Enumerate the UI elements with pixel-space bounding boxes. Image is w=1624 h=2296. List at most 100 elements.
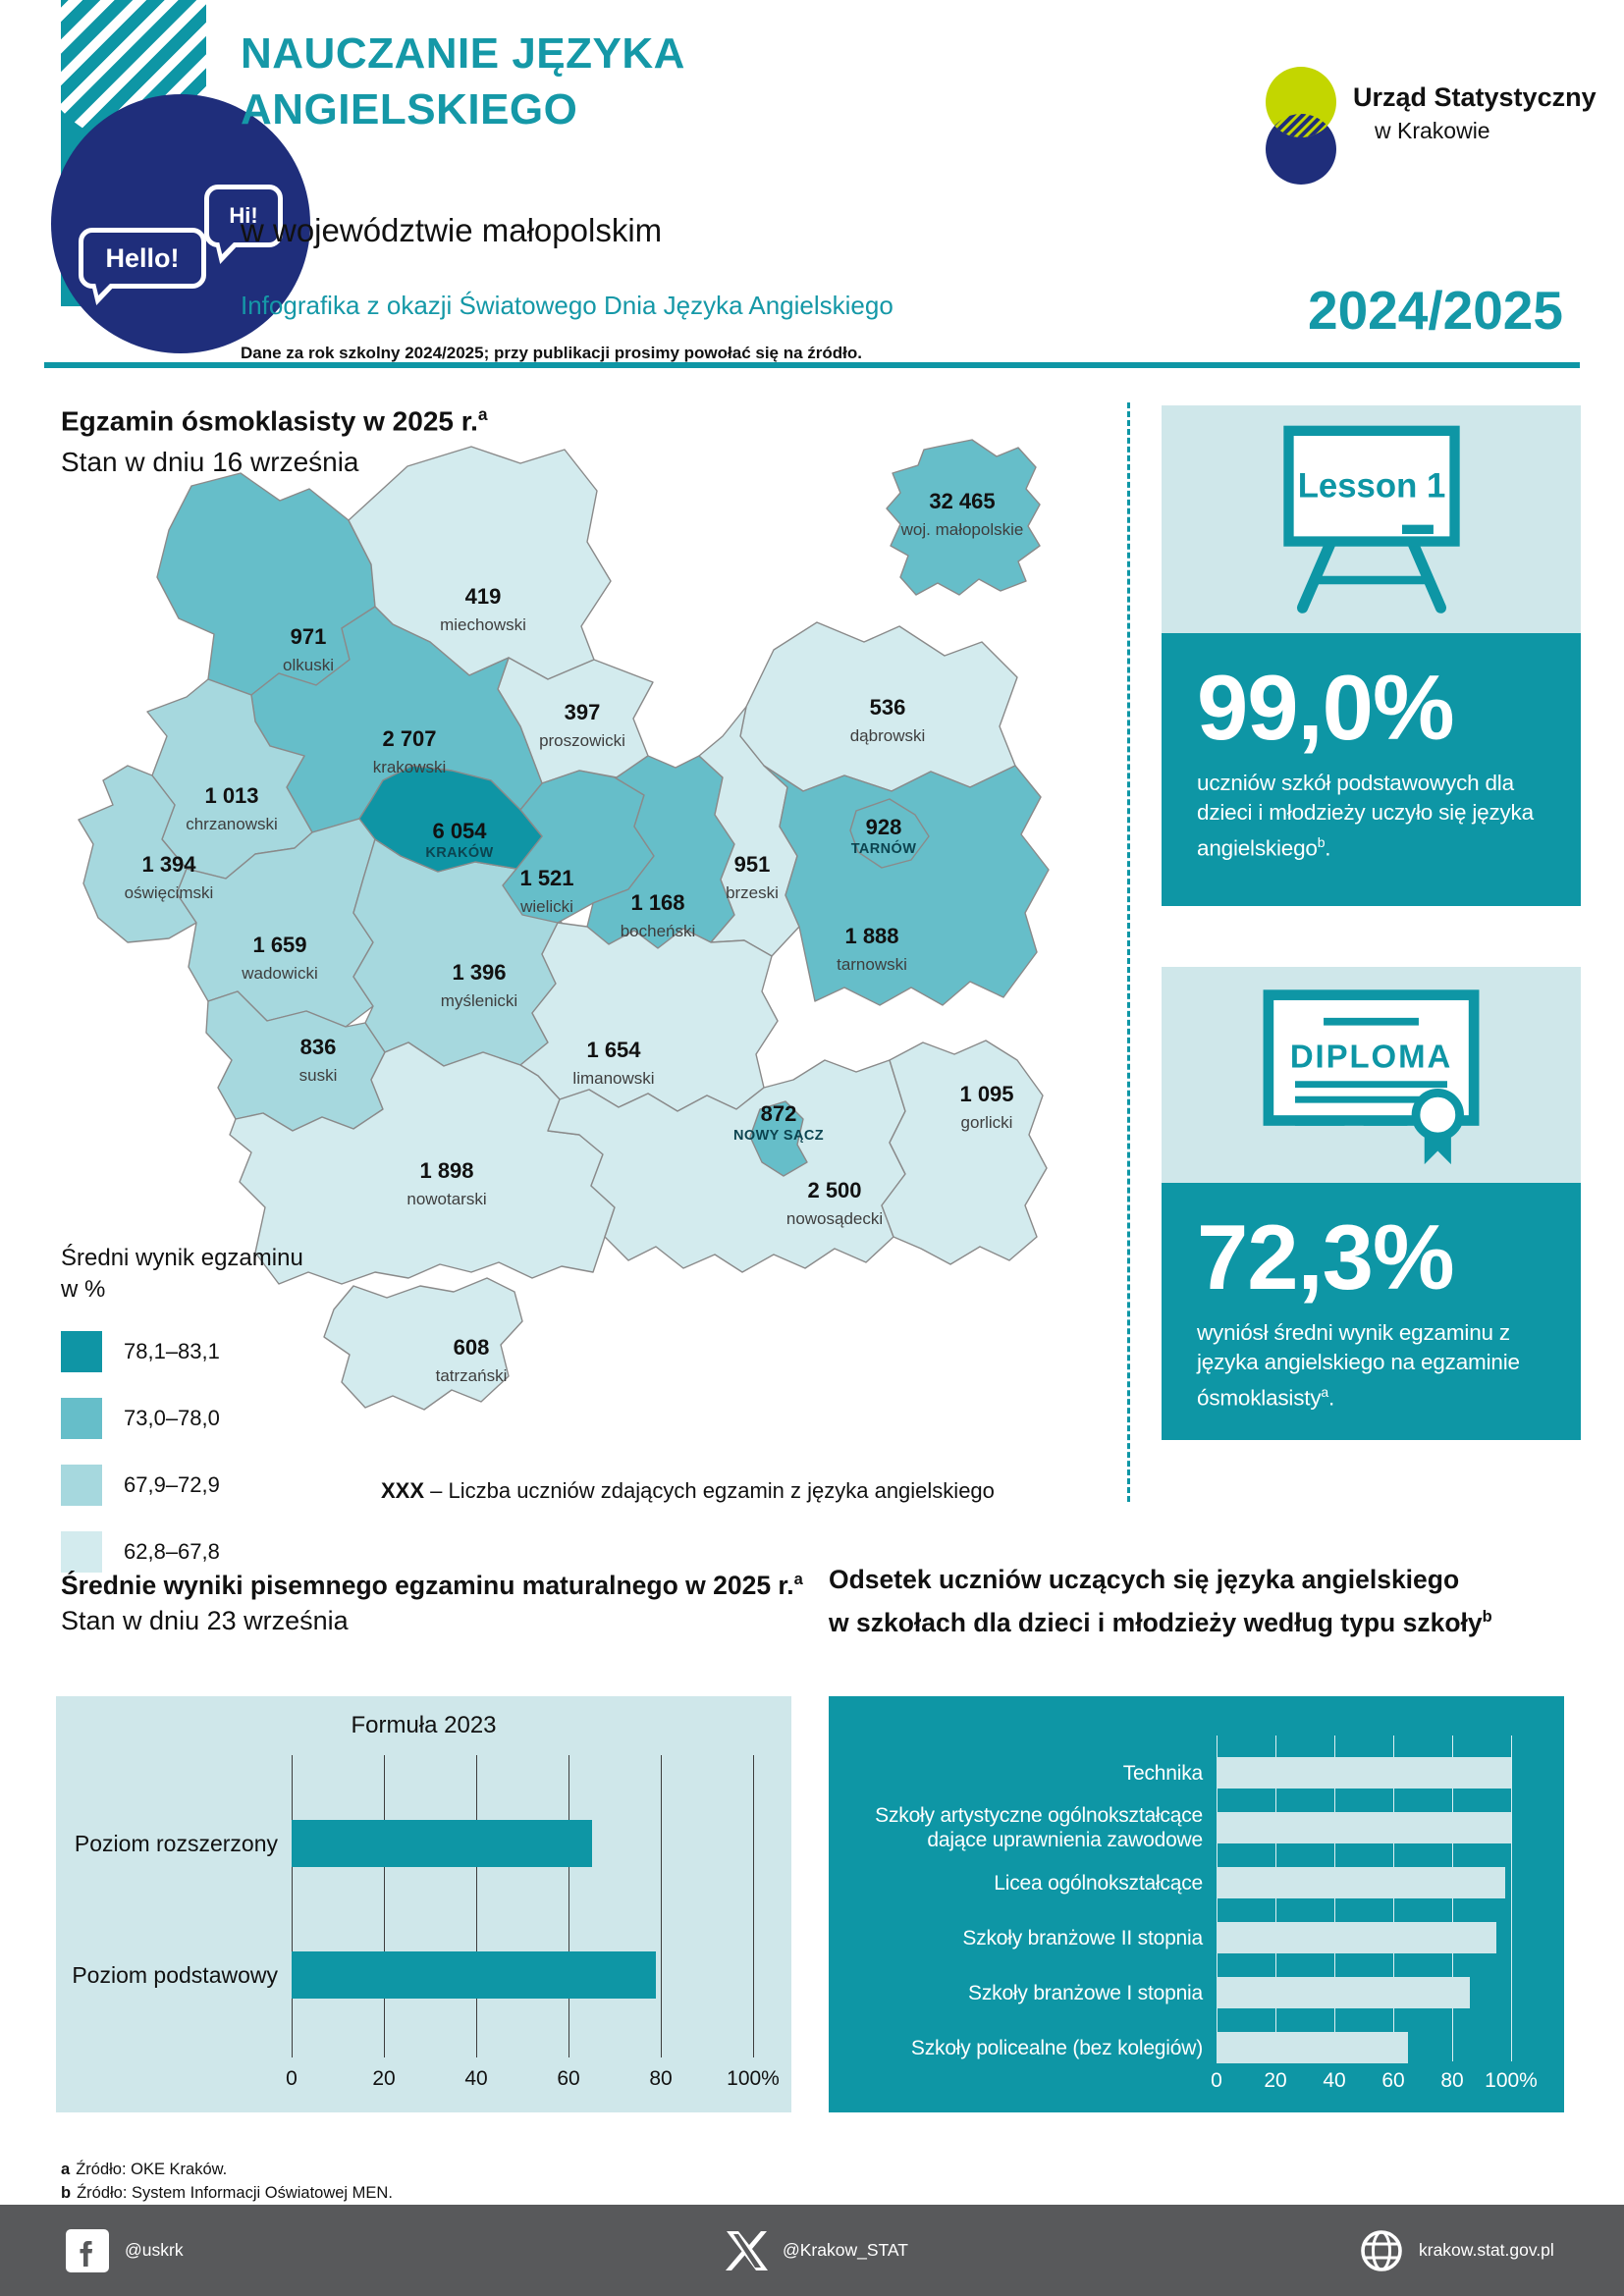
category-label: Technika (1122, 1761, 1203, 1785)
website-url[interactable]: krakow.stat.gov.pl (1419, 2240, 1554, 2260)
axis-tick-label: 60 (557, 2067, 580, 2090)
gridline (384, 1755, 385, 2057)
map-section-subtitle: Stan w dniu 16 września (61, 447, 359, 478)
footer-bar: @uskrk @Krakow_STAT krakow.stat.gov.pl (0, 2205, 1624, 2296)
legend-row: 73,0–78,0 (61, 1398, 355, 1439)
category-label: Szkoły policealne (bez kolegiów) (910, 2036, 1203, 2059)
map-name-tarnowski: tarnowski (837, 955, 907, 974)
map-name-nowosadecki: nowosądecki (786, 1209, 883, 1228)
legend-title-line2: w % (61, 1276, 106, 1303)
bar-1 (292, 1820, 592, 1867)
matura-formula-label: Formuła 2023 (351, 1712, 497, 1738)
bar-3 (1217, 1867, 1505, 1898)
map-name-brzeski: brzeski (726, 883, 779, 902)
map-value-bochenski: 1 168 (630, 890, 684, 915)
axis-tick-label: 100% (727, 2067, 780, 2090)
axis-tick-label: 40 (464, 2067, 488, 2090)
axis-tick-label: 20 (372, 2067, 396, 2090)
map-value-tarnowski: 1 888 (844, 924, 898, 948)
stat-panel-value-area: 99,0% uczniów szkół podstawowych dla dzi… (1162, 633, 1581, 906)
school-types-bar-chart: 0 20 40 60 80 100% Technika Szkoły artystyczne … (829, 1696, 1564, 2112)
axis-tick-label: 0 (286, 2067, 298, 2090)
malopolska-choropleth-map: 971 olkuski 419 miechowski 397 proszowicki 536… (78, 439, 1050, 1411)
footer-x[interactable]: @Krakow_STAT (725, 2205, 908, 2296)
bar-1 (1217, 1757, 1511, 1789)
facebook-handle[interactable]: @uskrk (125, 2240, 184, 2260)
footer-facebook[interactable]: @uskrk (65, 2205, 184, 2296)
category-label: Licea ogólnokształcące (994, 1871, 1203, 1895)
map-value-myslenicki: 1 396 (452, 960, 506, 985)
gridline (661, 1755, 662, 2057)
map-name-wadowicki: wadowicki (241, 964, 317, 983)
legend-row: 78,1–83,1 (61, 1331, 355, 1372)
footer-website[interactable]: krakow.stat.gov.pl (1359, 2205, 1554, 2296)
map-region-oswiecimski (78, 765, 197, 943)
legend-row: 67,9–72,9 (61, 1465, 355, 1506)
map-value-dabrowski: 536 (870, 695, 906, 720)
axis-tick-label: 40 (1323, 2069, 1346, 2092)
bar-4 (1217, 1922, 1496, 1953)
map-value-oswiecimski: 1 394 (141, 852, 196, 877)
statistical-office-logo (1266, 67, 1336, 185)
map-name-nowy_sacz: NOWY SĄCZ (733, 1128, 824, 1144)
legend-swatch-c4 (61, 1531, 102, 1573)
footnote-a: a Źródło: OKE Kraków. (61, 2161, 228, 2178)
x-handle[interactable]: @Krakow_STAT (783, 2240, 908, 2260)
stat-panel-primary-schools: Lesson 1 99,0% uczniów szkół podstawowyc… (1162, 405, 1581, 906)
hi-bubble-label: Hi! (229, 203, 258, 228)
map-name-olkuski: olkuski (283, 656, 334, 674)
bar-2 (292, 1951, 656, 1999)
map-name-wielicki: wielicki (519, 897, 573, 916)
map-legend-rows: 78,1–83,1 73,0–78,0 67,9–72,9 62,8–67,8 (61, 1331, 355, 1573)
gridline (1511, 1735, 1512, 2061)
gridline (1334, 1735, 1335, 2061)
diploma-icon: DIPLOMA (1263, 989, 1480, 1165)
gridline (753, 1755, 754, 2057)
map-name-tarnow: TARNÓW (851, 839, 917, 857)
map-name-proszowicki: proszowicki (539, 731, 625, 750)
logo-org-city: w Krakowie (1375, 118, 1490, 143)
gridline (292, 1755, 293, 2057)
lesson-board-label: Lesson 1 (1297, 467, 1445, 505)
map-name-oswiecimski: oświęcimski (125, 883, 214, 902)
category-label: Poziom rozszerzony (74, 1830, 278, 1856)
school-types-chart-title: Odsetek uczniów uczących się języka angi… (829, 1565, 1492, 1637)
bar-2 (1217, 1812, 1511, 1843)
map-caption-text: – Liczba uczniów zdających egzamin z jęz… (424, 1478, 995, 1503)
map-region-tarnow (849, 798, 930, 869)
map-caption: XXX – Liczba uczniów zdających egzamin z… (381, 1478, 995, 1504)
globe-icon (1361, 2229, 1402, 2271)
legend-range-label: 67,9–72,9 (124, 1472, 220, 1497)
map-region-krakow (358, 765, 543, 873)
map-name-gorlicki: gorlicki (961, 1113, 1013, 1132)
footnotes: a Źródło: OKE Kraków. b Źródło: System Inf… (61, 2158, 393, 2205)
legend-range-label: 62,8–67,8 (124, 1539, 220, 1564)
legend-swatch-c2 (61, 1398, 102, 1439)
axis-tick-label: 80 (1440, 2069, 1464, 2092)
map-name-myslenicki: myślenicki (441, 991, 517, 1010)
map-value-chrzanowski: 1 013 (204, 783, 258, 808)
legend-range-label: 78,1–83,1 (124, 1339, 220, 1363)
map-value-miechowski: 419 (465, 584, 502, 609)
map-value-suski: 836 (300, 1035, 337, 1059)
stat-description: wyniósł średni wynik egzaminu z języka a… (1197, 1320, 1520, 1411)
map-section-title: Egzamin ósmoklasisty w 2025 r.a (61, 404, 488, 437)
school-year-label: 2024/2025 (1308, 280, 1563, 341)
map-value-nowotarski: 1 898 (419, 1158, 473, 1183)
map-value-limanowski: 1 654 (586, 1038, 641, 1062)
axis-tick-label: 80 (649, 2067, 673, 2090)
logo-hatched-overlap (1266, 114, 1336, 137)
footnote-marker: a (793, 1571, 803, 1588)
footnote-marker: b (1317, 834, 1326, 850)
map-name-dabrowski: dąbrowski (850, 726, 926, 745)
stat-panel-exam-result: DIPLOMA 72,3% wyniósł średni wynik egzam… (1162, 967, 1581, 1440)
footnote-b: b Źródło: System Informacji Oświatowej ME… (61, 2184, 393, 2202)
facebook-icon (66, 2228, 109, 2272)
map-name-krakow: KRAKÓW (425, 843, 493, 861)
hello-bubble-label: Hello! (105, 242, 180, 273)
page-tagline: Infografika z okazji Światowego Dnia Jęz… (241, 291, 893, 320)
hello-hi-logo-circle: Hi! Hello! (51, 94, 310, 353)
page-subtitle: w województwie małopolskim (241, 212, 663, 248)
school-types-title-block: Odsetek uczniów uczących się języka angi… (829, 1561, 1492, 1641)
stat-value: 99,0% (1197, 656, 1455, 759)
